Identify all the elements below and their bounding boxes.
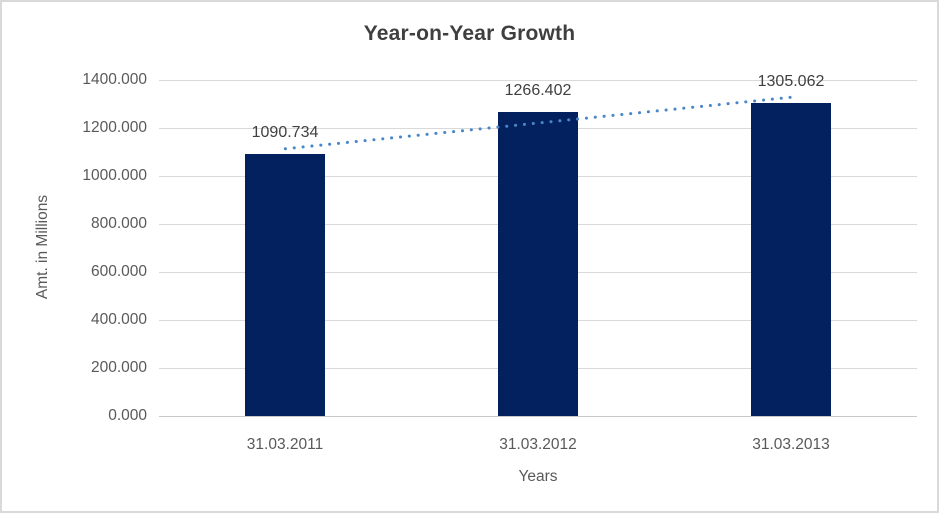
y-axis-tick-label: 800.000: [90, 215, 147, 232]
bar-2: [498, 112, 578, 416]
y-gridline: [159, 80, 917, 81]
x-axis-title: Years: [518, 468, 558, 485]
y-axis-tick-label: 1000.000: [82, 167, 147, 184]
x-axis-tick-label: 31.03.2011: [246, 436, 324, 453]
y-axis-tick-label: 200.000: [90, 359, 147, 376]
y-axis-tick-label: 400.000: [90, 311, 147, 328]
bar-1: [245, 154, 325, 416]
bar-3: [751, 103, 831, 416]
x-axis-tick-label: 31.03.2012: [499, 436, 577, 453]
x-axis-tick-label: 31.03.2013: [752, 436, 830, 453]
bar-data-label: 1090.734: [251, 124, 319, 141]
y-axis-tick-label: 1200.000: [82, 119, 147, 136]
chart-title: Year-on-Year Growth: [363, 22, 576, 45]
y-axis-tick-label: 0.000: [108, 407, 147, 424]
y-axis-tick-label: 1400.000: [82, 71, 147, 88]
bar-data-label: 1266.402: [504, 82, 572, 99]
y-axis-title: Amt. in Millions: [34, 194, 51, 300]
bar-data-label: 1305.062: [757, 73, 825, 90]
y-axis-tick-label: 600.000: [90, 263, 147, 280]
x-axis-line: [159, 416, 917, 417]
